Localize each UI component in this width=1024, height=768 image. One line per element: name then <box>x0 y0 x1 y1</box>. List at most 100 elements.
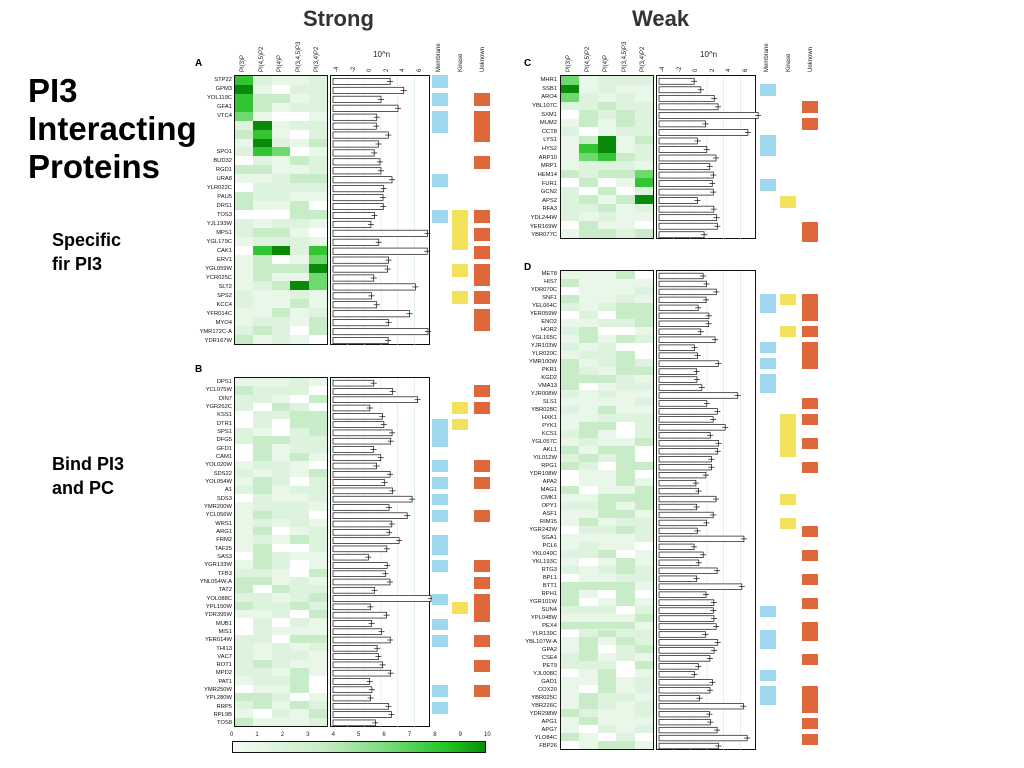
heatmap-cell <box>597 573 617 582</box>
heatmap-cell <box>634 294 653 303</box>
heatmap-cell <box>290 183 309 193</box>
gene-name: KCS1 <box>541 431 557 437</box>
heatmap-cell <box>290 560 309 569</box>
heatmap-cell <box>271 692 291 702</box>
heatmap-cell <box>253 568 272 577</box>
bar <box>658 559 700 566</box>
heatmap-cell <box>308 634 327 644</box>
category-mark <box>474 685 490 697</box>
heatmap-cell <box>579 741 598 749</box>
gene-name: ARO4 <box>541 94 557 101</box>
category-column-label: Kinase <box>786 53 792 72</box>
gene-name: YGR262C <box>205 403 232 410</box>
heatmap-cell <box>616 229 635 238</box>
bar <box>658 639 719 646</box>
heatmap-cell <box>308 174 327 184</box>
heatmap-cell <box>561 220 580 230</box>
heatmap-cell <box>597 195 617 204</box>
heatmap-cell <box>253 518 272 528</box>
gene-name: DIN7 <box>218 395 232 402</box>
heatmap-cell <box>579 406 598 415</box>
heatmap-cell <box>561 653 580 662</box>
bar <box>658 742 719 750</box>
heatmap-cell <box>634 110 653 119</box>
heatmap-cell <box>253 502 272 511</box>
category-mark <box>802 734 818 746</box>
bar <box>332 292 372 300</box>
bar <box>658 86 702 94</box>
heatmap-cell <box>597 366 617 375</box>
heatmap-cell <box>634 220 653 230</box>
heatmap-cell <box>271 568 291 577</box>
heatmap-cell <box>634 446 653 455</box>
category-mark <box>760 144 776 157</box>
gene-name: YOL088C <box>206 595 232 602</box>
heatmap-cell <box>235 156 254 166</box>
bar <box>332 77 391 85</box>
heatmap-cell <box>597 101 617 111</box>
heatmap-cell <box>308 560 327 569</box>
heatmap-cell <box>253 510 272 519</box>
gene-name: GPM3 <box>215 86 232 92</box>
heatmap-cell <box>616 271 635 279</box>
note-line: fir PI3 <box>52 254 103 274</box>
category-mark <box>452 237 468 250</box>
heatmap-cell <box>308 444 327 453</box>
heatmap-cell <box>561 406 580 415</box>
gene-name <box>180 121 232 130</box>
heatmap-a <box>234 75 328 345</box>
heatmap-cell <box>308 460 327 470</box>
heatmap-cell <box>579 446 598 455</box>
gene-name: YFR014C <box>206 311 232 317</box>
note-specific: Specific fir PI3 <box>52 228 121 276</box>
heatmap-cell <box>271 576 291 586</box>
heatmap-cell <box>271 494 291 503</box>
scale-tick: 5 <box>357 732 361 738</box>
bar-panel-a <box>330 75 432 346</box>
heatmap-cell <box>579 152 598 162</box>
heatmap-cell <box>597 342 617 351</box>
heatmap-cell <box>235 402 254 412</box>
bar <box>658 188 714 196</box>
category-mark <box>760 382 776 394</box>
gene-name: KGD2 <box>541 375 557 381</box>
gene-name: SXM1 <box>541 111 557 118</box>
category-mark <box>452 418 468 431</box>
heatmap-cell <box>579 494 598 503</box>
gene-name: APG1 <box>541 719 557 725</box>
heatmap-cell <box>235 676 254 685</box>
gene-name: SDS22 <box>213 470 232 477</box>
heatmap-cell <box>561 382 580 391</box>
gene-name: RRP5 <box>216 703 232 710</box>
heatmap-cell <box>290 236 309 246</box>
color-scale-bar <box>232 741 486 753</box>
heatmap-cell <box>271 709 291 718</box>
heatmap-cell <box>597 127 617 136</box>
category-mark <box>452 402 468 414</box>
gene-name: SDS3 <box>216 495 232 502</box>
gene-name: VMA13 <box>537 383 557 389</box>
heatmap-cell <box>271 263 291 273</box>
category-mark <box>474 560 490 572</box>
heatmap-cell <box>597 152 617 162</box>
heatmap-cell <box>253 147 272 157</box>
heatmap-cell <box>579 470 598 479</box>
heatmap-cell <box>616 430 635 439</box>
heatmap-cell <box>579 629 598 638</box>
heatmap-cell <box>235 192 254 202</box>
heatmap-cell <box>253 120 272 130</box>
heatmap-cell <box>579 581 598 590</box>
scale-tick: 8 <box>433 732 437 738</box>
bar-axis-tick: 0 <box>367 68 373 72</box>
heatmap-cell <box>235 201 254 210</box>
heatmap-cell <box>597 533 617 542</box>
heatmap-cell <box>253 601 272 610</box>
heatmap-cell <box>271 469 291 478</box>
heatmap-cell <box>597 470 617 479</box>
heatmap-cell <box>308 419 327 428</box>
heatmap-cell <box>561 161 580 170</box>
category-mark <box>802 630 818 642</box>
heatmap-cell <box>253 245 272 255</box>
bar <box>332 238 380 246</box>
heatmap-cell <box>561 278 580 287</box>
